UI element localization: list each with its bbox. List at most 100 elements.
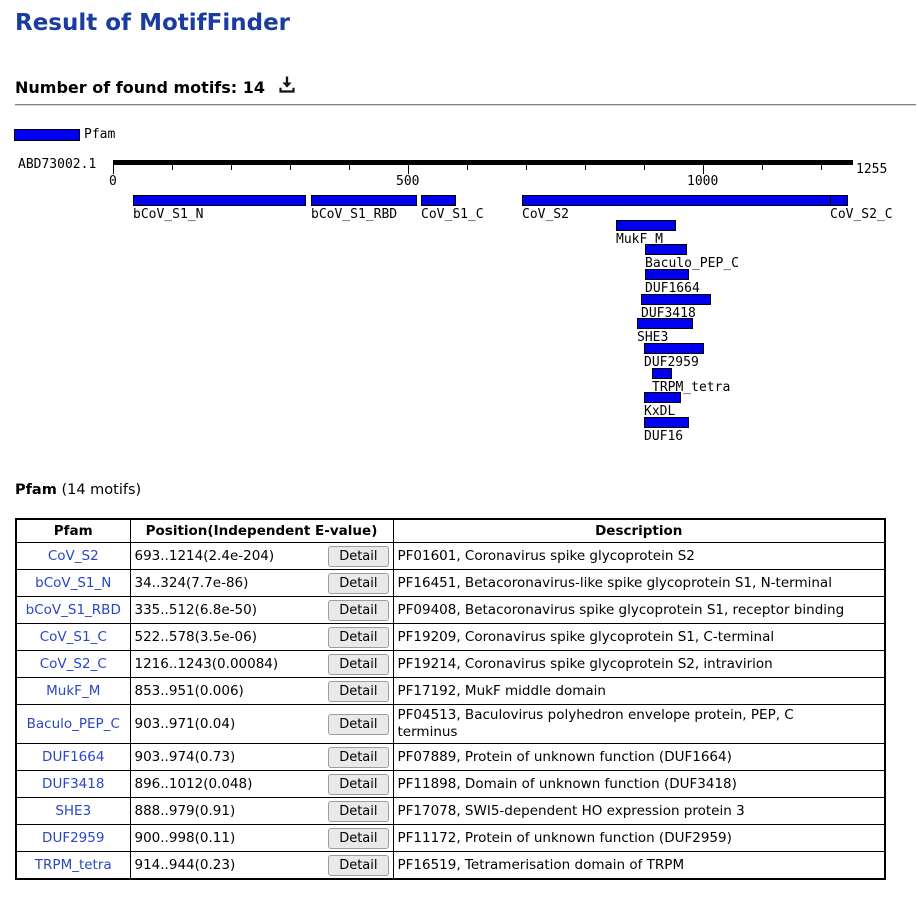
motif-bar-DUF16[interactable] — [644, 417, 689, 428]
description-cell: PF01601, Coronavirus spike glycoprotein … — [392, 542, 886, 570]
motif-bar-CoV_S2_C[interactable] — [830, 195, 848, 206]
pfam-link-DUF3418[interactable]: DUF3418 — [42, 776, 105, 792]
motif-bar-MukF_M[interactable] — [616, 220, 676, 231]
position-value: 888..979(0.91) — [134, 803, 236, 819]
pfam-link-bCoV_S1_RBD[interactable]: bCoV_S1_RBD — [25, 602, 121, 618]
position-cell: 900..998(0.11) Detail — [129, 824, 394, 852]
pfam-link-CoV_S2[interactable]: CoV_S2 — [47, 548, 99, 564]
motif-bar-bCoV_S1_RBD[interactable] — [311, 195, 417, 206]
axis-tick — [526, 165, 527, 170]
position-cell: 853..951(0.006) Detail — [129, 677, 394, 705]
motif-bar-TRPM_tetra[interactable] — [652, 368, 672, 379]
detail-button-CoV_S2[interactable]: Detail — [328, 545, 389, 567]
detail-button-SHE3[interactable]: Detail — [328, 800, 389, 822]
position-value: 900..998(0.11) — [134, 830, 236, 846]
description-cell: PF16451, Betacoronavirus-like spike glyc… — [392, 569, 886, 597]
axis-tick — [113, 165, 114, 174]
pfam-link-CoV_S2_C[interactable]: CoV_S2_C — [39, 656, 107, 672]
detail-button-DUF3418[interactable]: Detail — [328, 773, 389, 795]
motif-bar-Baculo_PEP_C[interactable] — [645, 244, 687, 255]
position-cell: 1216..1243(0.00084) Detail — [129, 650, 394, 678]
table-row: DUF1664 903..974(0.73) Detail PF07889, Prot… — [15, 743, 886, 771]
position-cell: 34..324(7.7e-86) Detail — [129, 569, 394, 597]
pfam-link-TRPM_tetra[interactable]: TRPM_tetra — [34, 857, 112, 873]
motif-bar-DUF3418[interactable] — [641, 294, 711, 305]
pfam-cell: TRPM_tetra — [15, 851, 131, 880]
description-cell: PF07889, Protein of unknown function (DU… — [392, 743, 886, 771]
detail-button-Baculo_PEP_C[interactable]: Detail — [328, 713, 389, 735]
position-value: 914..944(0.23) — [134, 857, 236, 873]
motif-table-head: Pfam Position(Independent E-value) Descrip… — [15, 518, 886, 543]
axis-tick — [585, 165, 586, 170]
motif-bar-SHE3[interactable] — [637, 318, 693, 329]
found-motifs-count: Number of found motifs: 14 — [15, 78, 266, 97]
section-heading-suffix: (14 motifs) — [56, 482, 142, 498]
detail-button-DUF1664[interactable]: Detail — [328, 746, 389, 768]
column-header-pfam: Pfam — [15, 518, 131, 543]
position-value: 34..324(7.7e-86) — [134, 575, 249, 591]
motif-label-TRPM_tetra: TRPM_tetra — [652, 380, 731, 395]
description-text: PF19209, Coronavirus spike glycoprotein … — [397, 628, 775, 645]
motif-bar-DUF1664[interactable] — [645, 269, 689, 280]
position-cell: 335..512(6.8e-50) Detail — [129, 596, 394, 624]
table-row: CoV_S1_C 522..578(3.5e-06) Detail PF19209, … — [15, 623, 886, 651]
motif-label-CoV_S2: CoV_S2 — [522, 207, 569, 222]
pfam-cell: CoV_S2 — [15, 542, 131, 570]
page-title: Result of MotifFinder — [15, 10, 291, 36]
detail-button-CoV_S1_C[interactable]: Detail — [328, 626, 389, 648]
detail-button-bCoV_S1_N[interactable]: Detail — [328, 572, 389, 594]
motif-bar-DUF2959[interactable] — [644, 343, 704, 354]
motif-table: Pfam Position(Independent E-value) Descrip… — [15, 518, 886, 880]
position-cell: 888..979(0.91) Detail — [129, 797, 394, 825]
motif-bar-KxDL[interactable] — [644, 392, 681, 403]
motif-table-body: CoV_S2 693..1214(2.4e-204) Detail PF01601, … — [15, 542, 886, 880]
motif-label-MukF_M: MukF_M — [616, 232, 663, 247]
position-value: 693..1214(2.4e-204) — [134, 548, 275, 564]
description-cell: PF17192, MukF middle domain — [392, 677, 886, 705]
column-header-description: Description — [392, 518, 886, 543]
detail-button-DUF2959[interactable]: Detail — [328, 827, 389, 849]
motif-bar-CoV_S1_C[interactable] — [421, 195, 456, 206]
detail-button-CoV_S2_C[interactable]: Detail — [328, 653, 389, 675]
download-icon[interactable] — [277, 74, 297, 94]
description-text: PF16451, Betacoronavirus-like spike glyc… — [397, 574, 832, 591]
axis-tick — [172, 165, 173, 170]
position-value: 1216..1243(0.00084) — [134, 656, 279, 672]
motif-label-DUF3418: DUF3418 — [641, 306, 696, 321]
position-cell: 903..974(0.73) Detail — [129, 743, 394, 771]
pfam-cell: bCoV_S1_RBD — [15, 596, 131, 624]
motif-bar-bCoV_S1_N[interactable] — [133, 195, 306, 206]
pfam-link-DUF1664[interactable]: DUF1664 — [42, 749, 105, 765]
detail-button-bCoV_S1_RBD[interactable]: Detail — [328, 599, 389, 621]
description-cell: PF19214, Coronavirus spike glycoprotein … — [392, 650, 886, 678]
pfam-cell: DUF3418 — [15, 770, 131, 798]
pfam-link-SHE3[interactable]: SHE3 — [55, 803, 92, 819]
section-heading-name: Pfam — [15, 482, 57, 498]
description-cell: PF17078, SWI5-dependent HO expression pr… — [392, 797, 886, 825]
motif-bar-CoV_S2[interactable] — [522, 195, 831, 206]
table-row: DUF2959 900..998(0.11) Detail PF11172, Prot… — [15, 824, 886, 852]
description-text: PF17078, SWI5-dependent HO expression pr… — [397, 802, 745, 819]
pfam-link-MukF_M[interactable]: MukF_M — [46, 683, 101, 699]
motif-label-DUF1664: DUF1664 — [645, 281, 700, 296]
description-text: PF11172, Protein of unknown function (DU… — [397, 829, 732, 846]
description-cell: PF19209, Coronavirus spike glycoprotein … — [392, 623, 886, 651]
axis-tick-label: 0 — [109, 174, 117, 189]
description-cell: PF11172, Protein of unknown function (DU… — [392, 824, 886, 852]
pfam-link-bCoV_S1_N[interactable]: bCoV_S1_N — [35, 575, 112, 591]
motif-label-CoV_S1_C: CoV_S1_C — [421, 207, 484, 222]
position-cell: 914..944(0.23) Detail — [129, 851, 394, 880]
detail-button-TRPM_tetra[interactable]: Detail — [328, 854, 389, 876]
motif-label-KxDL: KxDL — [644, 404, 676, 419]
description-text: PF17192, MukF middle domain — [397, 682, 606, 699]
motif-label-DUF2959: DUF2959 — [644, 355, 699, 370]
pfam-cell: DUF1664 — [15, 743, 131, 771]
pfam-link-DUF2959[interactable]: DUF2959 — [42, 830, 105, 846]
detail-button-MukF_M[interactable]: Detail — [328, 680, 389, 702]
motif-label-bCoV_S1_N: bCoV_S1_N — [133, 207, 204, 222]
section-heading: Pfam (14 motifs) — [15, 482, 141, 498]
pfam-link-CoV_S1_C[interactable]: CoV_S1_C — [39, 629, 107, 645]
position-value: 335..512(6.8e-50) — [134, 602, 257, 618]
pfam-link-Baculo_PEP_C[interactable]: Baculo_PEP_C — [26, 716, 120, 732]
axis-tick — [703, 165, 704, 174]
